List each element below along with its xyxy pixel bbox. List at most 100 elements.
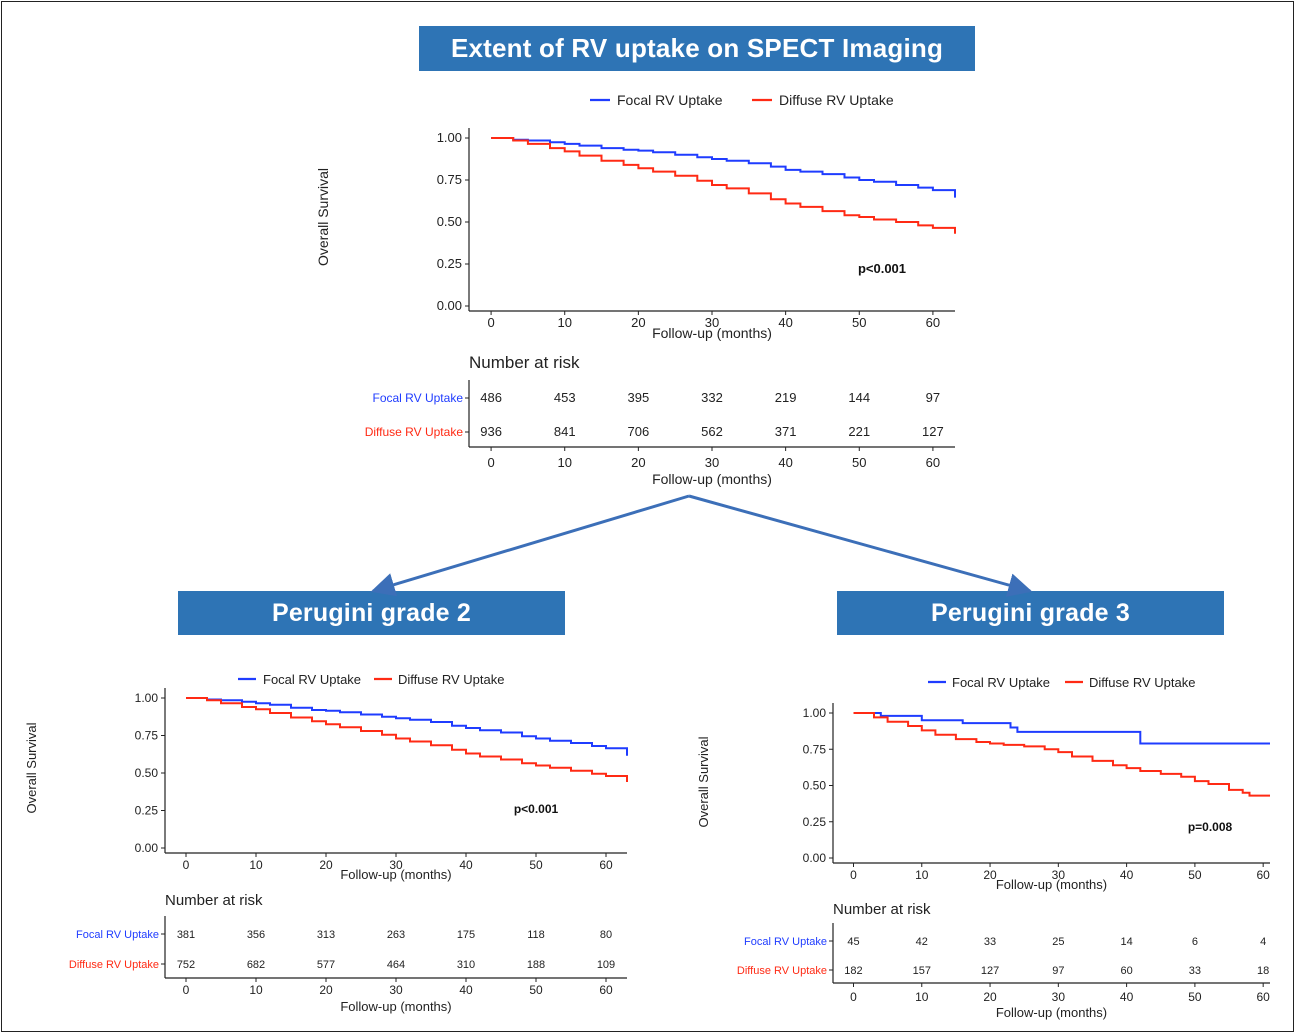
x-tick-label: 0 [850,868,857,882]
legend-label: Diffuse RV Uptake [398,672,504,687]
risk-x-axis-title: Follow-up (months) [652,471,772,487]
risk-x-tick-label: 10 [249,983,263,997]
risk-value: 486 [480,390,502,405]
risk-value: 157 [913,965,931,977]
risk-x-tick-label: 0 [487,455,494,470]
x-axis-title: Follow-up (months) [652,325,772,341]
risk-value: 18 [1257,965,1269,977]
x-tick-label: 10 [249,858,263,872]
x-tick-label: 60 [1256,868,1270,882]
survival-curve-focal [853,712,1270,745]
risk-value: 682 [247,959,265,971]
survival-curve-focal [186,697,628,756]
risk-value: 332 [701,390,723,405]
risk-x-tick-label: 20 [319,983,333,997]
p-value-annotation: p<0.001 [858,261,906,276]
y-tick-label: 1.00 [437,130,462,145]
x-tick-label: 50 [529,858,543,872]
risk-x-tick-label: 10 [557,455,571,470]
risk-value: 109 [597,959,615,971]
risk-x-tick-label: 30 [705,455,719,470]
legend-label: Diffuse RV Uptake [779,92,894,108]
y-tick-label: 0.00 [135,841,159,855]
x-tick-label: 40 [778,315,792,330]
p-value-annotation: p<0.001 [514,802,559,816]
risk-x-tick-label: 60 [599,983,613,997]
y-axis-title: Overall Survival [24,722,39,813]
x-tick-label: 20 [319,858,333,872]
x-tick-label: 0 [487,315,494,330]
risk-table-title: Number at risk [165,892,263,909]
x-tick-label: 40 [1120,868,1134,882]
risk-table-title: Number at risk [833,901,931,918]
y-tick-label: 0.25 [437,256,462,271]
x-tick-label: 20 [631,315,645,330]
risk-value: 33 [1189,965,1201,977]
risk-x-tick-label: 40 [1120,990,1134,1004]
grade3-banner: Perugini grade 3 [837,591,1224,635]
risk-x-axis-title: Follow-up (months) [340,999,451,1014]
x-tick-label: 60 [599,858,613,872]
risk-x-tick-label: 40 [459,983,473,997]
x-tick-label: 40 [459,858,473,872]
y-axis-title: Overall Survival [315,168,331,266]
risk-value: 395 [628,390,650,405]
x-tick-label: 30 [1052,868,1066,882]
p-value-annotation: p=0.008 [1188,820,1233,834]
risk-value: 577 [317,959,335,971]
charts-layer: 0.00 0.25 0.50 0.75 1.00 0 10 20 30 40 50 60 Follow-… [24,92,1270,1020]
x-tick-label: 20 [983,868,997,882]
x-tick-label: 30 [705,315,719,330]
risk-value: 371 [775,424,797,439]
risk-value: 936 [480,424,502,439]
risk-row-label: Focal RV Uptake [373,391,464,405]
risk-value: 313 [317,929,335,941]
risk-row-label: Diffuse RV Uptake [365,425,464,439]
survival-curve-diffuse [186,697,628,782]
km-chart-grade3: 0.000.250.500.751.000 10 20 30 40 50 60Follow-… [696,675,1270,1020]
risk-value: 562 [701,424,723,439]
x-tick-label: 10 [915,868,929,882]
title-banner: Extent of RV uptake on SPECT Imaging [419,26,975,71]
risk-value: 356 [247,929,265,941]
y-axis-title: Overall Survival [696,736,711,827]
x-tick-label: 50 [852,315,866,330]
km-chart-grade2: 0.00 0.25 0.50 0.75 1.00 0 10 20 30 40 50 60 Follow-… [24,672,628,1014]
risk-value: 182 [844,965,862,977]
y-tick-label: 0.75 [437,172,462,187]
grade2-banner: Perugini grade 2 [178,591,565,635]
x-tick-label: 50 [1188,868,1202,882]
risk-x-tick-label: 40 [778,455,792,470]
risk-value: 144 [848,390,870,405]
risk-value: 381 [177,929,195,941]
risk-table-title: Number at risk [469,353,580,372]
y-tick-label: 0.25 [803,815,827,829]
legend-label: Focal RV Uptake [952,675,1050,690]
risk-value: 188 [527,959,545,971]
risk-value: 841 [554,424,576,439]
y-tick-label: 0.75 [135,729,159,743]
risk-value: 221 [848,424,870,439]
y-tick-label: 0.50 [135,766,159,780]
risk-value: 263 [387,929,405,941]
risk-value: 97 [1052,965,1064,977]
y-tick-label: 0.75 [803,742,827,756]
y-tick-label: 0.00 [803,851,827,865]
risk-value: 127 [981,965,999,977]
risk-x-tick-label: 60 [926,455,940,470]
risk-x-tick-label: 10 [915,990,929,1004]
risk-x-axis-title: Follow-up (months) [996,1005,1107,1020]
survival-curve-focal [491,137,956,198]
risk-value: 118 [527,929,545,941]
risk-value: 453 [554,390,576,405]
y-tick-label: 0.00 [437,298,462,313]
risk-x-tick-label: 0 [183,983,190,997]
risk-x-tick-label: 30 [389,983,403,997]
legend-label: Diffuse RV Uptake [1089,675,1195,690]
risk-row-label: Diffuse RV Uptake [69,959,159,971]
risk-value: 219 [775,390,797,405]
survival-curve-diffuse [491,137,956,234]
risk-x-tick-label: 0 [850,990,857,1004]
risk-value: 33 [984,936,996,948]
